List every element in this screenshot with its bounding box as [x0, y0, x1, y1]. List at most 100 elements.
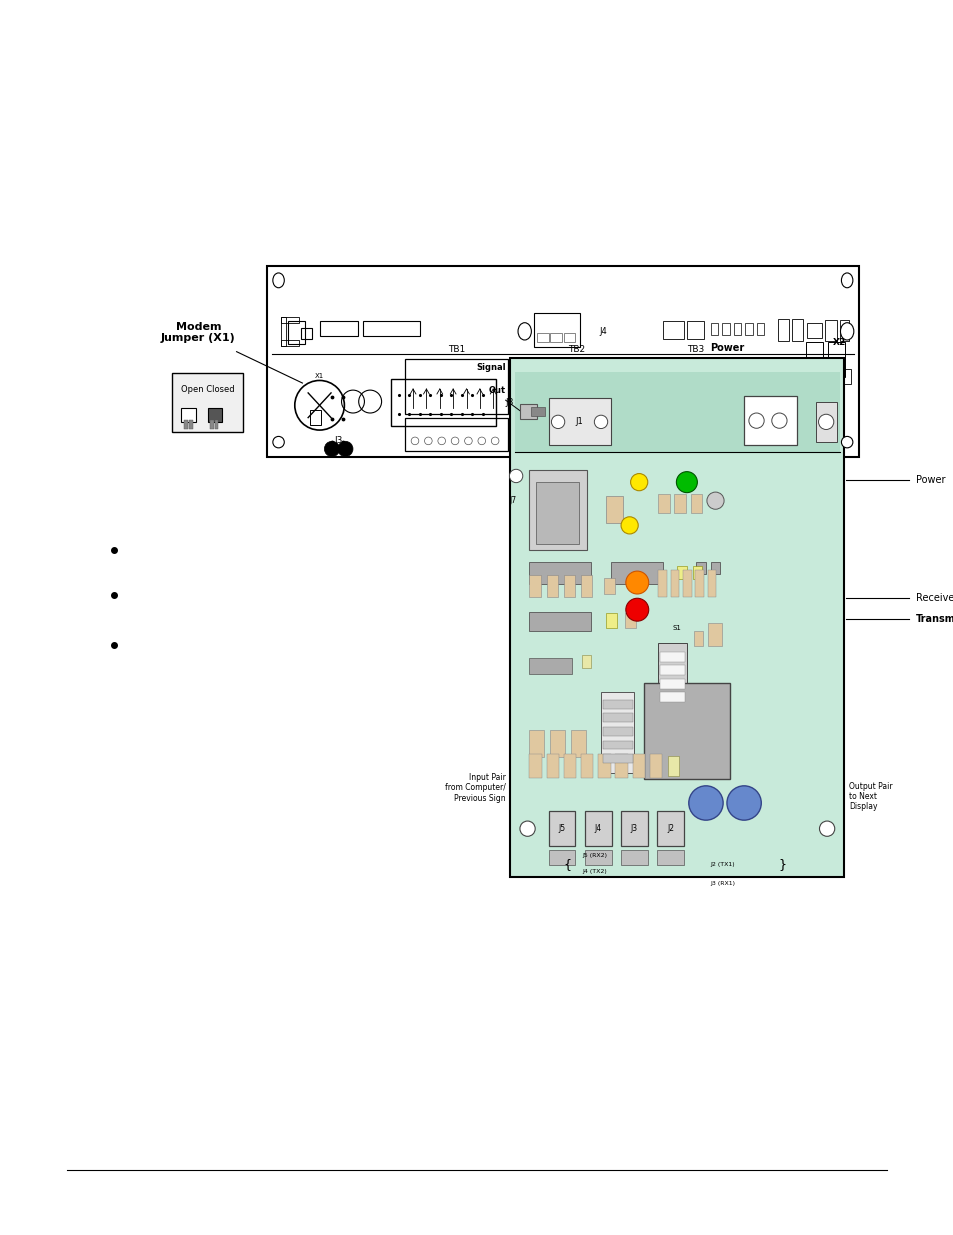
Bar — [827, 342, 844, 377]
Bar — [563, 332, 575, 342]
Ellipse shape — [583, 437, 591, 445]
Ellipse shape — [729, 437, 737, 445]
Ellipse shape — [716, 437, 723, 445]
Bar — [600, 693, 634, 773]
Ellipse shape — [840, 322, 853, 340]
Bar — [686, 321, 703, 338]
Bar — [659, 666, 684, 676]
Bar — [524, 359, 627, 414]
Ellipse shape — [337, 441, 353, 457]
Ellipse shape — [570, 437, 578, 445]
Bar — [602, 700, 632, 709]
Ellipse shape — [726, 785, 760, 820]
Bar — [602, 727, 632, 736]
Bar — [405, 419, 508, 451]
Text: S1: S1 — [672, 625, 681, 631]
Bar — [649, 753, 661, 778]
Ellipse shape — [841, 436, 852, 448]
Text: }: } — [778, 858, 785, 871]
Bar — [667, 756, 679, 776]
Bar — [181, 408, 195, 422]
Bar — [281, 316, 286, 346]
Bar — [839, 369, 850, 384]
Text: J3 (RX1): J3 (RX1) — [710, 881, 735, 885]
Ellipse shape — [517, 322, 531, 340]
Bar — [707, 624, 721, 646]
Bar — [805, 342, 822, 377]
Ellipse shape — [620, 516, 638, 534]
Bar — [777, 319, 788, 341]
Ellipse shape — [543, 437, 551, 445]
Bar — [658, 494, 669, 513]
Ellipse shape — [424, 437, 432, 445]
Text: J8: J8 — [505, 399, 514, 408]
Ellipse shape — [702, 437, 710, 445]
Bar — [743, 396, 796, 446]
Bar — [208, 408, 222, 422]
Bar — [696, 562, 705, 574]
Bar — [214, 420, 218, 429]
Bar — [620, 811, 647, 846]
Bar — [744, 322, 752, 335]
Text: Modem
Jumper (X1): Modem Jumper (X1) — [161, 322, 235, 343]
Bar — [210, 420, 213, 429]
Text: J7: J7 — [509, 496, 516, 505]
Bar — [602, 755, 632, 763]
Bar — [548, 811, 575, 846]
Bar — [529, 469, 586, 550]
Bar — [550, 332, 561, 342]
Bar — [184, 420, 188, 429]
Bar — [659, 679, 684, 689]
Bar — [281, 340, 298, 346]
Text: X1: X1 — [314, 373, 324, 379]
Bar — [391, 379, 496, 426]
Ellipse shape — [625, 598, 648, 621]
Text: J2: J2 — [666, 824, 674, 834]
Bar — [643, 683, 729, 779]
Text: Output Pair
to Next
Display: Output Pair to Next Display — [848, 782, 892, 811]
Bar — [598, 753, 610, 778]
Bar — [662, 321, 683, 338]
Bar — [529, 576, 540, 598]
Bar — [362, 321, 419, 336]
Bar — [510, 358, 843, 877]
Text: J4: J4 — [594, 824, 601, 834]
Bar — [581, 656, 591, 668]
Ellipse shape — [649, 437, 657, 445]
Ellipse shape — [689, 437, 697, 445]
Bar — [733, 322, 740, 335]
Text: {: { — [563, 858, 571, 871]
Text: TB2: TB2 — [567, 345, 584, 354]
Ellipse shape — [818, 414, 833, 430]
Text: J3: J3 — [335, 436, 342, 446]
Ellipse shape — [688, 785, 722, 820]
Ellipse shape — [324, 441, 339, 457]
Bar — [529, 613, 591, 631]
Bar — [548, 399, 610, 446]
Text: X2: X2 — [832, 337, 845, 347]
Ellipse shape — [662, 437, 670, 445]
Text: Out: Out — [488, 387, 505, 395]
Text: J1: J1 — [575, 417, 583, 426]
Bar — [319, 321, 357, 336]
Bar — [710, 322, 718, 335]
Bar — [571, 730, 585, 757]
Bar — [756, 322, 763, 335]
Ellipse shape — [273, 273, 284, 288]
Ellipse shape — [706, 492, 723, 509]
Ellipse shape — [451, 437, 458, 445]
Bar — [519, 404, 537, 419]
Bar — [529, 562, 591, 584]
Bar — [605, 614, 617, 629]
Ellipse shape — [676, 472, 697, 493]
Ellipse shape — [551, 415, 564, 429]
Bar — [288, 321, 305, 343]
Bar — [605, 495, 622, 522]
Bar — [580, 753, 593, 778]
Ellipse shape — [676, 437, 683, 445]
Bar — [546, 753, 558, 778]
Text: J5: J5 — [558, 824, 565, 834]
Bar — [267, 266, 858, 457]
Bar — [707, 571, 716, 598]
Bar — [658, 643, 686, 705]
